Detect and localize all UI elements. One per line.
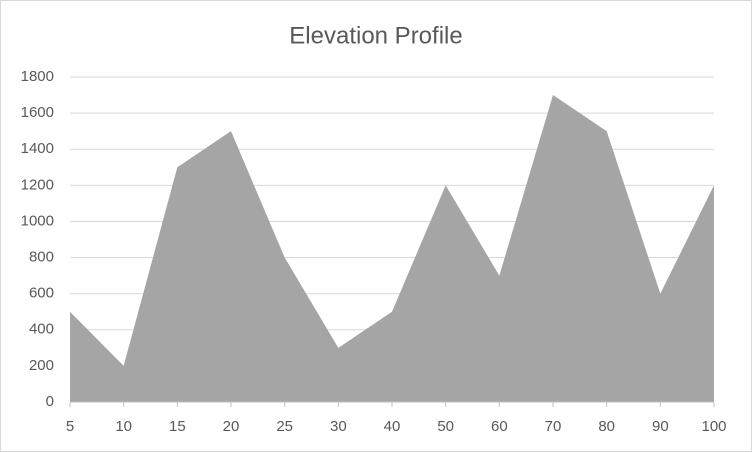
x-tick-label: 90 bbox=[652, 418, 669, 435]
x-tick-label: 50 bbox=[437, 418, 454, 435]
x-tick-label: 30 bbox=[330, 418, 347, 435]
y-tick-label: 1000 bbox=[21, 212, 54, 229]
y-tick-label: 800 bbox=[29, 249, 54, 266]
x-tick-label: 80 bbox=[598, 418, 615, 435]
x-tick-label: 70 bbox=[545, 418, 562, 435]
y-tick-label: 600 bbox=[29, 285, 54, 302]
y-tick-label: 1600 bbox=[21, 104, 54, 121]
area bbox=[70, 95, 714, 403]
x-tick-label: 10 bbox=[115, 418, 132, 435]
y-tick-label: 0 bbox=[46, 393, 54, 410]
y-tick-label: 400 bbox=[29, 321, 54, 338]
x-tick-label: 100 bbox=[701, 418, 726, 435]
y-tick-label: 1800 bbox=[21, 68, 54, 85]
x-tick-label: 25 bbox=[276, 418, 293, 435]
y-tick-label: 1400 bbox=[21, 140, 54, 157]
x-tick-label: 60 bbox=[491, 418, 508, 435]
chart-title: Elevation Profile bbox=[289, 22, 462, 49]
y-tick-label: 1200 bbox=[21, 176, 54, 193]
x-tick-label: 5 bbox=[66, 418, 74, 435]
x-tick-label: 20 bbox=[223, 418, 240, 435]
x-tick-label: 15 bbox=[169, 418, 186, 435]
y-tick-label: 200 bbox=[29, 357, 54, 374]
x-tick-label: 40 bbox=[384, 418, 401, 435]
